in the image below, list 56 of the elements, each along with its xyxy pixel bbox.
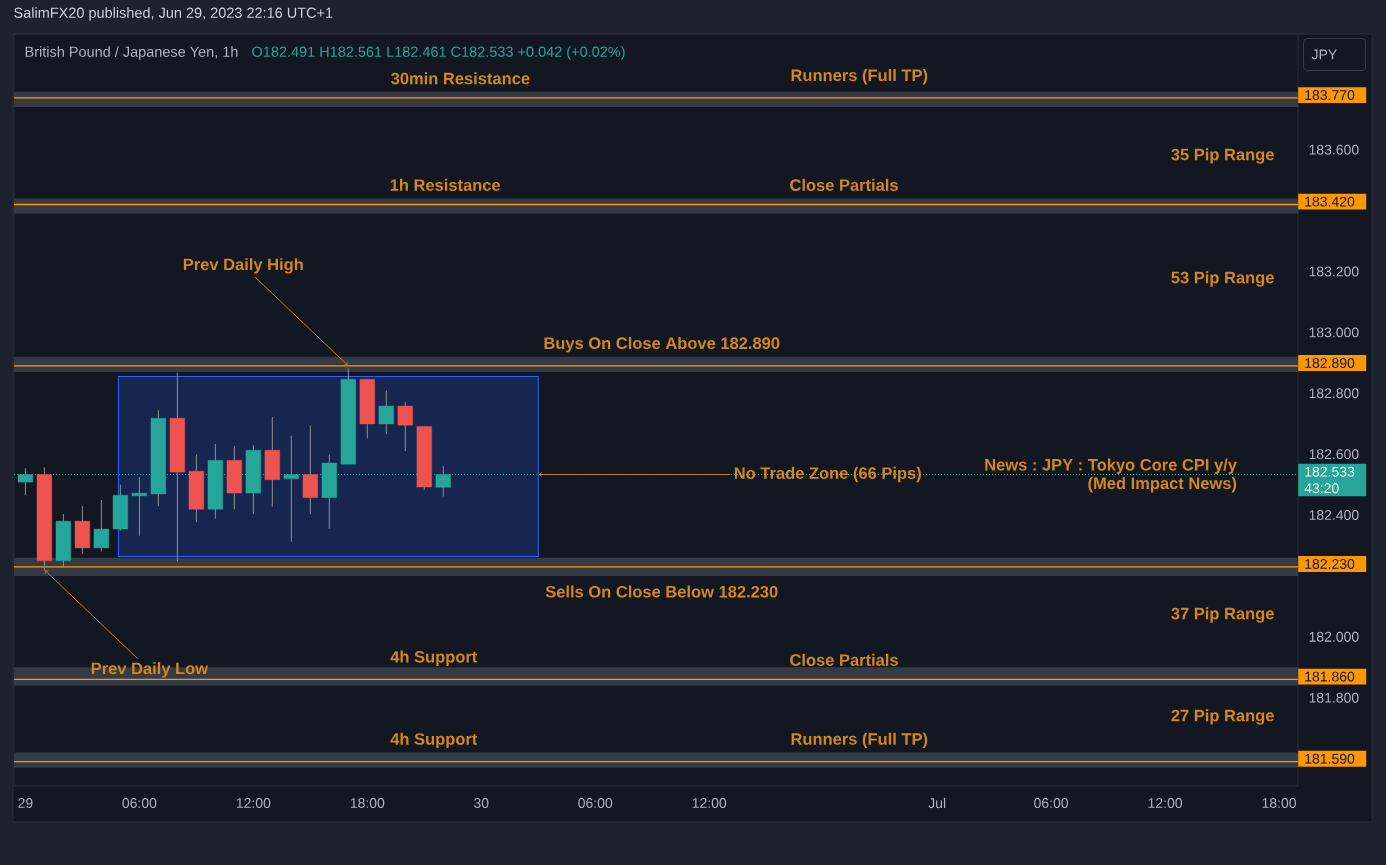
annotation: News : JPY : Tokyo Core CPI y/y (Med Impact News) [985,458,1237,493]
annotation: 27 Pip Range [1171,709,1274,725]
annotation: 4h Support [390,732,478,749]
ref-line-label: 181.590 [1305,753,1355,764]
candlestick [302,424,318,515]
candlestick [378,390,394,435]
annotation: Close Partials [790,653,898,666]
annotation: Buys On Close Above 182.890 [544,336,780,353]
annotation: Close Partials [790,178,898,191]
annotation: 37 Pip Range [1171,607,1274,623]
y-tick-label: 183.600 [1309,144,1359,155]
x-tick-label: 06:00 [578,798,613,808]
y-tick-label: 182.600 [1309,449,1359,460]
ref-line-label: 181.860 [1305,671,1355,682]
annotation: No Trade Zone (66 Pips) [734,466,921,483]
ref-line-label: 182.533 43:20 [1304,466,1355,494]
annotation: Prev Daily High [183,258,303,274]
candlestick [397,401,413,452]
candlestick [435,465,451,497]
annotation: 30min Resistance [391,72,530,85]
annotation: Runners (Full TP) [791,732,928,749]
x-tick-label: 30 [474,798,489,808]
x-tick-label: 06:00 [122,798,157,808]
y-tick-label: 182.000 [1309,631,1359,642]
ref-line-label: 182.890 [1305,358,1355,368]
text: O182.491 H182.561 L182.461 C182.533 +0.042 (+0.02%) [252,46,625,60]
y-tick-label: 182.400 [1309,510,1359,520]
x-tick-label: 12:00 [236,798,271,808]
x-tick-label: 12:00 [692,798,727,808]
annotation: 53 Pip Range [1171,271,1274,287]
annotation: Runners (Full TP) [791,69,928,85]
annotation: Sells On Close Below 182.230 [545,585,778,598]
candlestick [93,499,109,553]
y-tick-label: 183.000 [1309,327,1359,338]
y-tick-label: 181.800 [1309,692,1359,703]
candlestick [131,476,147,537]
ref-line-label: 183.420 [1305,196,1355,207]
y-axis-title: JPY [1311,49,1337,60]
x-tick-label: 06:00 [1034,798,1069,808]
annotation: 4h Support [390,650,478,666]
annotation: 35 Pip Range [1171,148,1274,164]
x-tick-label: Jul [928,797,946,809]
text: SalimFX20 published, Jun 29, 2023 22:16 UTC+1 [14,7,333,21]
text: British Pound / Japanese Yen, 1h [25,46,238,60]
x-tick-label: 18:00 [1262,798,1296,808]
y-tick-label: 183.200 [1309,266,1359,277]
ref-line-label: 183.770 [1305,90,1355,101]
annotation: Prev Daily Low [91,662,209,678]
y-tick-label: 182.800 [1309,388,1359,399]
x-tick-label: 29 [18,798,33,808]
annotation: 1h Resistance [390,178,501,191]
ref-line-label: 182.230 [1305,558,1355,569]
x-tick-label: 12:00 [1148,798,1183,808]
x-tick-label: 18:00 [350,798,385,808]
candlestick [283,435,299,543]
candlestick [17,467,34,496]
